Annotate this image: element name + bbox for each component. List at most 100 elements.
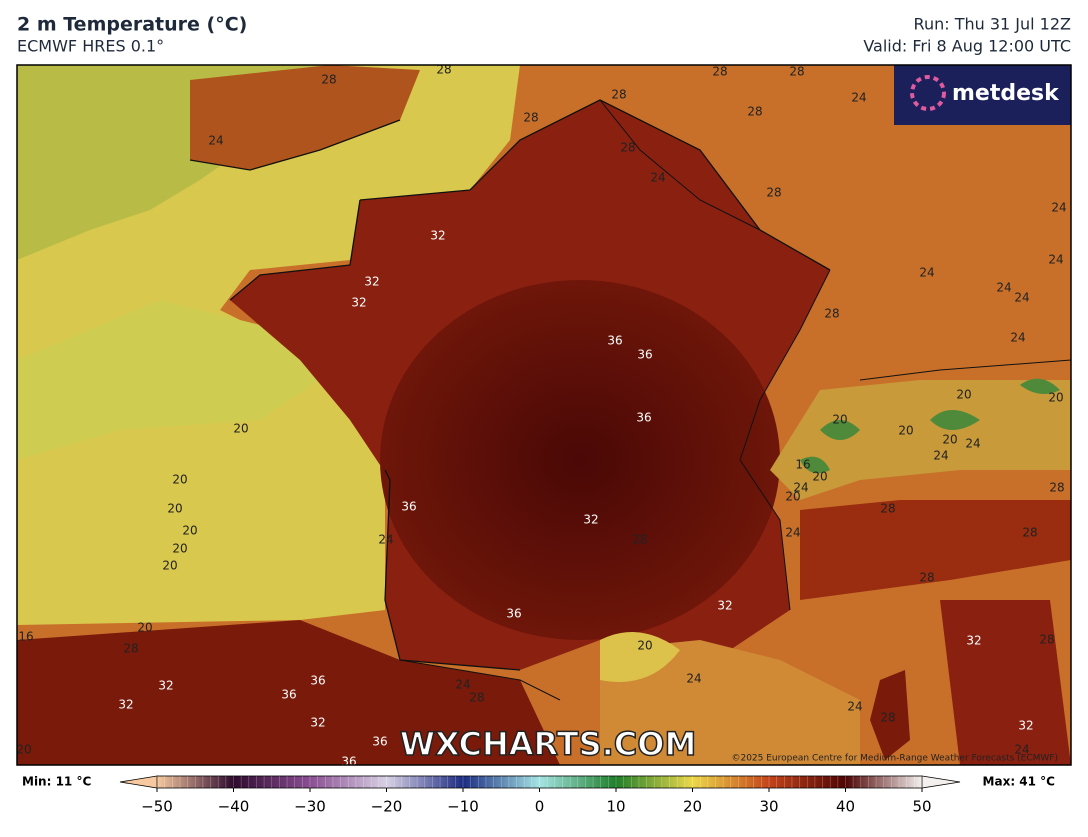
contour-label: 36 bbox=[310, 674, 325, 688]
contour-label: 24 bbox=[965, 437, 980, 451]
contour-label: 24 bbox=[650, 171, 665, 185]
contour-label: 24 bbox=[686, 672, 701, 686]
contour-label: 28 bbox=[632, 533, 647, 547]
contour-label: 28 bbox=[1039, 633, 1054, 647]
logo-box bbox=[894, 65, 1071, 125]
colorbar-tick-label: 0 bbox=[535, 798, 545, 816]
contour-label: 20 bbox=[898, 424, 913, 438]
logo-icon bbox=[910, 75, 946, 111]
contour-label: 28 bbox=[620, 141, 635, 155]
contour-label: 28 bbox=[1022, 526, 1037, 540]
contour-labels: 28 28 24 28 28 28 24 28 28 28 24 28 24 32 32 32 24 24 24 24… bbox=[16, 63, 1067, 769]
contour-label: 28 bbox=[919, 571, 934, 585]
contour-label: 24 bbox=[378, 533, 393, 547]
contour-label: 32 bbox=[364, 275, 379, 289]
hot-core bbox=[380, 280, 780, 640]
copyright: ©2025 European Centre for Medium-Range W… bbox=[731, 754, 1058, 764]
contour-label: 20 bbox=[182, 524, 197, 538]
contour-label: 20 bbox=[785, 490, 800, 504]
contour-label: 24 bbox=[933, 449, 948, 463]
contour-label: 32 bbox=[158, 679, 173, 693]
colorbar-tick-label: 50 bbox=[912, 798, 931, 816]
colorbar-tick-label: −40 bbox=[218, 798, 250, 816]
contour-label: 28 bbox=[523, 111, 538, 125]
contour-label: 20 bbox=[637, 639, 652, 653]
contour-label: 24 bbox=[1014, 743, 1029, 757]
contour-label: 28 bbox=[469, 691, 484, 705]
contour-label: 28 bbox=[123, 642, 138, 656]
map: 28 28 24 28 28 28 24 28 28 28 24 28 24 32 32 32 24 24 24 24… bbox=[16, 63, 1071, 769]
contour-label: 28 bbox=[766, 186, 781, 200]
contour-label: 32 bbox=[1018, 719, 1033, 733]
contour-label: 28 bbox=[436, 63, 451, 77]
contour-label: 28 bbox=[747, 105, 762, 119]
italy bbox=[940, 600, 1071, 765]
contour-label: 20 bbox=[942, 433, 957, 447]
alps-cold bbox=[800, 378, 1060, 474]
contour-label: 16 bbox=[18, 630, 33, 644]
contour-label: 20 bbox=[832, 413, 847, 427]
gulf bbox=[600, 632, 680, 682]
contour-label: 24 bbox=[847, 700, 862, 714]
contour-label: 36 bbox=[637, 348, 652, 362]
contour-label: 32 bbox=[351, 296, 366, 310]
colorbar: −50 −40 −30 −20 −10 0 10 20 30 40 50 bbox=[119, 775, 961, 816]
contour-label: 24 bbox=[919, 266, 934, 280]
contour-label: 32 bbox=[583, 513, 598, 527]
contour-label: 28 bbox=[611, 88, 626, 102]
colorbar-tick-label: 30 bbox=[759, 798, 778, 816]
contour-label: 24 bbox=[793, 481, 808, 495]
contour-label: 36 bbox=[506, 607, 521, 621]
colorbar-tick-label: 40 bbox=[836, 798, 855, 816]
contour-label: 28 bbox=[880, 502, 895, 516]
max-label: Max: 41 °C bbox=[983, 775, 1056, 789]
contour-label: 24 bbox=[1010, 331, 1025, 345]
contour-label: 28 bbox=[1049, 481, 1064, 495]
med-sea bbox=[600, 640, 860, 765]
contour-label: 20 bbox=[16, 743, 31, 757]
contour-label: 36 bbox=[636, 411, 651, 425]
contour-label: 36 bbox=[401, 500, 416, 514]
colorbar-tick-label: −20 bbox=[371, 798, 403, 816]
contour-label: 20 bbox=[162, 559, 177, 573]
contour-label: 32 bbox=[118, 698, 133, 712]
corsica bbox=[870, 670, 910, 760]
borders bbox=[399, 99, 1071, 701]
min-label: Min: 11 °C bbox=[22, 775, 91, 789]
contour-label: 24 bbox=[1051, 201, 1066, 215]
contour-label: 20 bbox=[812, 470, 827, 484]
run: Run: Thu 31 Jul 12Z bbox=[914, 15, 1071, 34]
colorbar-low-end bbox=[119, 775, 158, 789]
colorbar-high-end bbox=[921, 775, 961, 789]
alps bbox=[770, 380, 1071, 500]
contour-label: 28 bbox=[880, 711, 895, 725]
contour-label: 24 bbox=[208, 134, 223, 148]
title: 2 m Temperature (°C) bbox=[17, 14, 247, 36]
contour-label: 32 bbox=[310, 716, 325, 730]
colorbar-tick-label: −50 bbox=[141, 798, 173, 816]
contour-label: 16 bbox=[795, 458, 810, 472]
contour-label: 28 bbox=[712, 65, 727, 79]
colorbar-tick-label: 20 bbox=[683, 798, 702, 816]
model: ECMWF HRES 0.1° bbox=[17, 37, 164, 56]
sea-band bbox=[17, 300, 320, 460]
contour-label: 20 bbox=[172, 473, 187, 487]
contour-label: 32 bbox=[966, 634, 981, 648]
contour-label: 36 bbox=[372, 735, 387, 749]
contour-label: 36 bbox=[607, 334, 622, 348]
contour-label: 32 bbox=[717, 599, 732, 613]
contour-label: 28 bbox=[789, 65, 804, 79]
contour-label: 20 bbox=[137, 621, 152, 635]
contour-label: 20 bbox=[172, 542, 187, 556]
england bbox=[190, 65, 420, 170]
contour-label: 24 bbox=[851, 91, 866, 105]
po-valley bbox=[800, 500, 1071, 600]
contour-label: 28 bbox=[824, 307, 839, 321]
contour-label: 24 bbox=[1014, 291, 1029, 305]
contour-label: 20 bbox=[956, 388, 971, 402]
contour-label: 36 bbox=[281, 688, 296, 702]
logo: metdesk bbox=[952, 81, 1060, 106]
contour-label: 20 bbox=[167, 502, 182, 516]
contour-label: 36 bbox=[341, 755, 356, 769]
